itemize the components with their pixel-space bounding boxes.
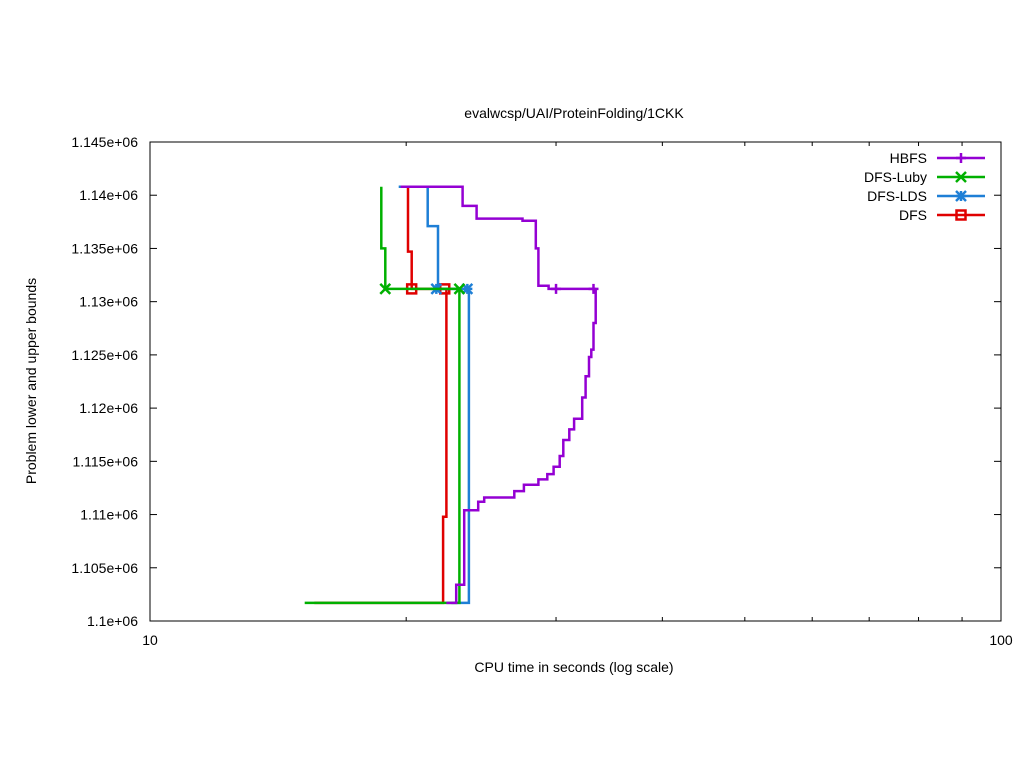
series-dfs-luby-point <box>379 283 392 295</box>
series-dfs-luby-lower-line <box>304 288 461 605</box>
legend-marker <box>956 153 966 163</box>
y-tick-label: 1.13e+06 <box>79 294 138 310</box>
y-tick-label: 1.115e+06 <box>72 453 138 469</box>
legend-item-dfs-luby: DFS-Luby <box>864 169 985 185</box>
legend-label: HBFS <box>890 150 927 166</box>
legend-marker <box>955 209 967 221</box>
chart-title: evalwcsp/UAI/ProteinFolding/1CKK <box>464 105 684 121</box>
axes: 1.1e+06 1.105e+06 1.11e+06 1.115e+06 1.12e+0… <box>71 134 1012 648</box>
series-hbfs-upper-line <box>400 185 596 291</box>
y-tick-label: 1.11e+06 <box>80 507 138 523</box>
x-tick-label: 10 <box>142 632 158 648</box>
legend-item-hbfs: HBFS <box>890 150 985 166</box>
plot-frame <box>149 141 1002 622</box>
legend: HBFS DFS-Luby DFS-LDS DFS <box>864 150 985 223</box>
series-dfs-lower-line <box>314 288 448 605</box>
legend-item-dfs-lds: DFS-LDS <box>867 188 985 204</box>
y-tick-label: 1.135e+06 <box>71 240 138 256</box>
series-hbfs-point <box>588 283 599 294</box>
series-dfs-luby-point <box>453 283 466 295</box>
series-dfs-lds <box>398 185 474 605</box>
legend-label: DFS <box>899 207 927 223</box>
legend-label: DFS-LDS <box>867 188 927 204</box>
y-tick-label: 1.125e+06 <box>71 347 138 363</box>
series-hbfs <box>400 185 599 605</box>
legend-label: DFS-Luby <box>864 169 927 185</box>
y-axis-label: Problem lower and upper bounds <box>23 278 39 484</box>
x-axis-label: CPU time in seconds (log scale) <box>474 659 673 675</box>
x-tick-label: 100 <box>989 632 1013 648</box>
y-tick-label: 1.14e+06 <box>79 187 138 203</box>
y-tick-label: 1.12e+06 <box>79 400 138 416</box>
legend-item-dfs: DFS <box>899 207 985 223</box>
plot-area <box>304 185 599 605</box>
y-tick-label: 1.145e+06 <box>71 134 138 150</box>
legend-marker <box>955 171 967 183</box>
series-dfs-luby <box>304 186 466 605</box>
y-tick-label: 1.1e+06 <box>87 613 138 629</box>
series-dfs-luby-upper-line <box>380 186 460 291</box>
series-hbfs-point <box>551 283 562 294</box>
y-tick-label: 1.105e+06 <box>71 560 138 576</box>
series-hbfs-lower-line <box>446 288 597 605</box>
legend-marker <box>955 190 967 202</box>
